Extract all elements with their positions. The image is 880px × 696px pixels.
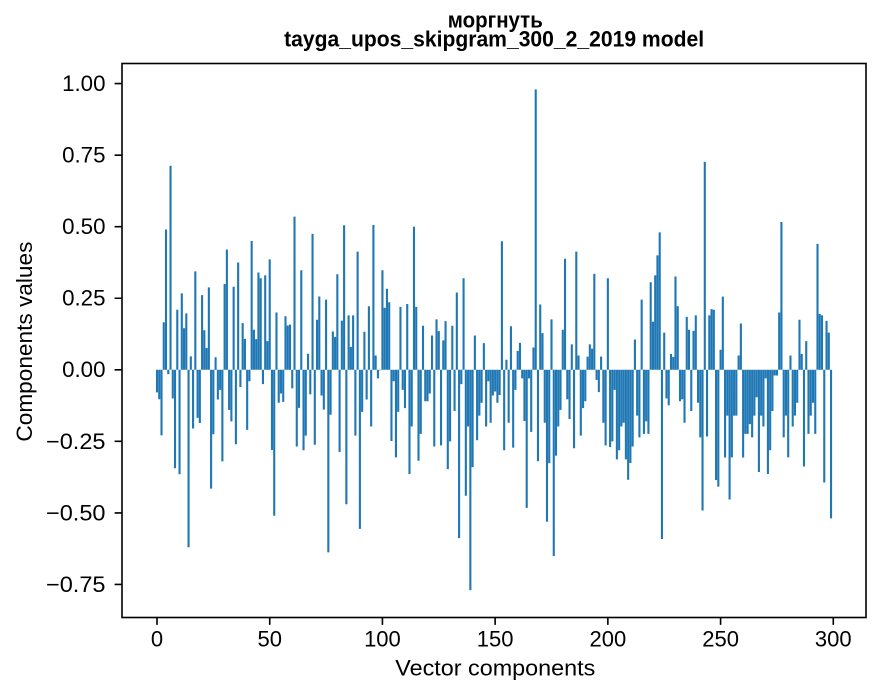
svg-text:Components values: Components values — [12, 242, 37, 442]
svg-text:200: 200 — [590, 626, 627, 651]
svg-text:0.25: 0.25 — [62, 286, 105, 311]
svg-text:−0.25: −0.25 — [46, 429, 106, 454]
svg-text:0: 0 — [151, 626, 163, 651]
svg-text:0.00: 0.00 — [62, 357, 105, 382]
svg-text:0.50: 0.50 — [62, 214, 105, 239]
svg-text:50: 50 — [257, 626, 281, 651]
svg-text:Vector components: Vector components — [395, 656, 595, 681]
svg-text:−0.50: −0.50 — [46, 500, 106, 525]
svg-text:150: 150 — [477, 626, 514, 651]
svg-text:моргнуть: моргнуть — [448, 8, 543, 33]
svg-text:100: 100 — [364, 626, 401, 651]
svg-text:1.00: 1.00 — [62, 71, 105, 96]
svg-text:0.75: 0.75 — [62, 143, 105, 168]
svg-text:−0.75: −0.75 — [46, 572, 106, 597]
svg-text:300: 300 — [815, 626, 852, 651]
svg-text:250: 250 — [702, 626, 739, 651]
svg-text:tayga_upos_skipgram_300_2_2019: tayga_upos_skipgram_300_2_2019 model — [284, 27, 704, 52]
